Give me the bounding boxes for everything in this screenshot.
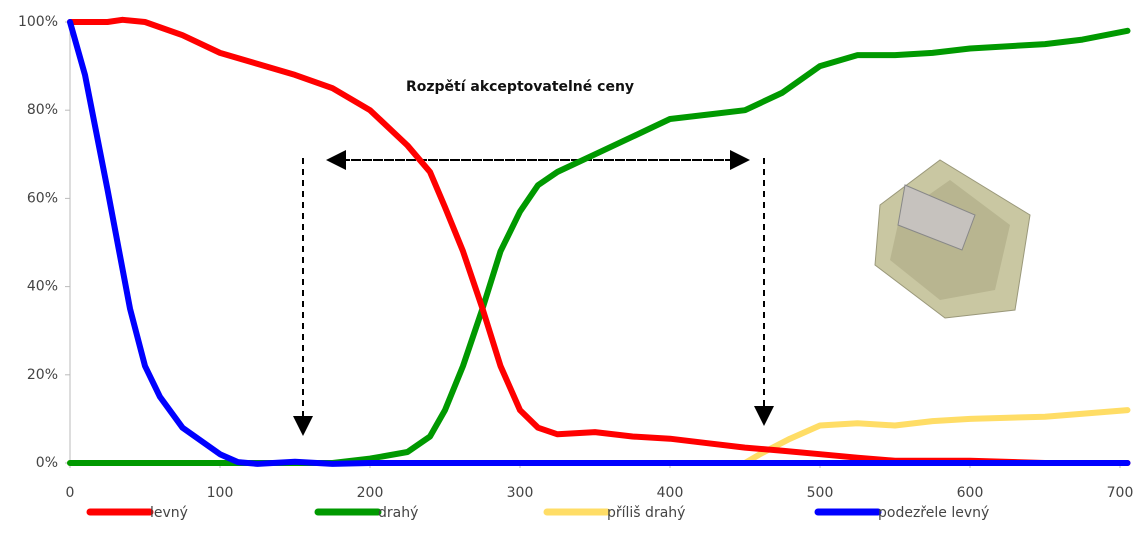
x-tick-label: 600 xyxy=(957,485,984,501)
x-tick-label: 500 xyxy=(807,485,834,501)
line xyxy=(67,19,1131,467)
y-tick-label: 20% xyxy=(27,367,58,383)
x-tick-label: 300 xyxy=(507,485,534,501)
money-icon xyxy=(874,159,1031,319)
annotation: Rozpětí akceptovatelné ceny xyxy=(406,79,634,95)
x-tick-label: 100 xyxy=(207,485,234,501)
legend-label: příliš drahý xyxy=(607,505,685,521)
x-tick-label: 200 xyxy=(357,485,384,501)
x-tick-label: 700 xyxy=(1107,485,1134,501)
y-tick-label: 100% xyxy=(18,14,58,30)
y-tick-label: 60% xyxy=(27,190,58,206)
y-tick-label: 40% xyxy=(27,279,58,295)
y-tick-label: 0% xyxy=(36,455,58,471)
range-arrows xyxy=(293,150,774,436)
y-tick-label: 80% xyxy=(27,102,58,118)
line xyxy=(67,407,1131,466)
legend-label: levný xyxy=(150,505,188,521)
x-tick-label: 400 xyxy=(657,485,684,501)
line xyxy=(67,16,1131,466)
line xyxy=(67,27,1131,466)
legend-label: drahý xyxy=(378,505,418,521)
x-tick-label: 0 xyxy=(66,485,75,501)
legend-label: podezřele levný xyxy=(878,505,989,521)
